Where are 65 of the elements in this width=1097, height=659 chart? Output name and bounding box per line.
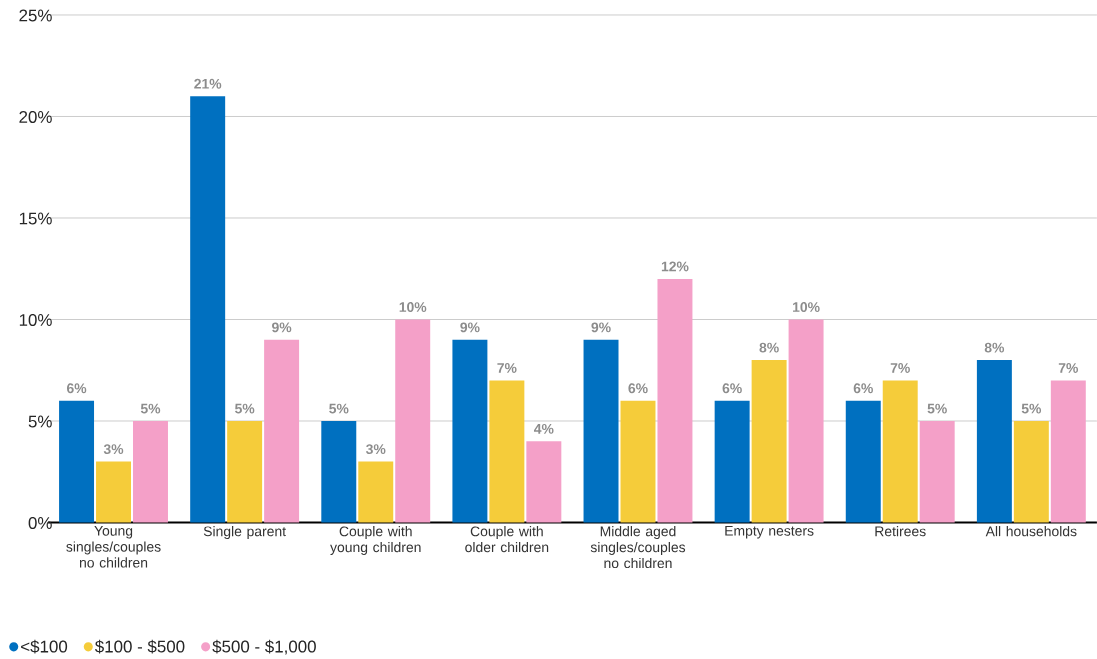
bar xyxy=(788,319,824,523)
x-tick-label: Empty nesters xyxy=(725,525,814,539)
bar xyxy=(264,339,300,523)
data-label: 5% xyxy=(140,403,161,414)
bar xyxy=(919,420,955,523)
bar xyxy=(657,278,693,523)
data-label: 5% xyxy=(234,403,255,414)
bar xyxy=(751,359,787,523)
bar xyxy=(452,339,488,523)
bar xyxy=(358,461,394,523)
data-label: 9% xyxy=(272,322,292,333)
x-tick-label: All households xyxy=(985,525,1077,537)
data-label: 10% xyxy=(399,301,427,312)
data-label: 6% xyxy=(853,383,873,394)
data-label: 8% xyxy=(984,342,1005,353)
bar xyxy=(583,339,619,523)
legend-label: $500 - $1,000 xyxy=(212,639,316,655)
data-label: 21% xyxy=(194,78,222,89)
data-label: 3% xyxy=(366,444,386,454)
bar xyxy=(1013,420,1049,523)
bar xyxy=(59,400,95,523)
data-label: 9% xyxy=(460,322,480,333)
data-label: 5% xyxy=(927,403,947,414)
y-tick-label: 15% xyxy=(19,212,52,225)
y-tick-label: 0% xyxy=(28,516,52,529)
bar xyxy=(714,400,750,523)
bar xyxy=(845,400,881,523)
data-label: 7% xyxy=(890,362,910,373)
x-tick-label: Single parent xyxy=(203,525,286,539)
x-tick-label: Retirees xyxy=(875,525,926,537)
bar xyxy=(227,420,263,523)
x-tick-label: Couple with young children xyxy=(330,525,421,555)
y-tick-label: 5% xyxy=(28,415,52,428)
x-tick-label: Young singles/couples no children xyxy=(66,525,161,568)
data-label: 7% xyxy=(497,362,517,373)
bar xyxy=(190,96,226,523)
legend-label: $100 - $500 xyxy=(94,639,185,654)
x-tick-label: Couple with older children xyxy=(465,525,549,553)
data-label: 9% xyxy=(591,322,611,333)
data-label: 6% xyxy=(67,383,87,394)
y-tick-label: 20% xyxy=(19,110,52,123)
bar xyxy=(96,461,132,523)
bar xyxy=(395,319,431,523)
y-tick-label: 10% xyxy=(19,313,52,326)
bar xyxy=(321,420,357,523)
data-label: 5% xyxy=(329,403,349,414)
bar xyxy=(526,441,562,523)
bar xyxy=(620,400,656,523)
bar xyxy=(133,420,168,523)
y-tick-label: 25% xyxy=(19,9,52,22)
bar xyxy=(489,380,525,523)
data-label: 6% xyxy=(628,383,648,394)
data-label: 7% xyxy=(1058,362,1079,373)
x-tick-label: Middle aged singles/couples no children xyxy=(590,525,686,568)
data-label: 4% xyxy=(533,423,554,434)
data-label: 12% xyxy=(661,261,689,272)
bar xyxy=(882,380,918,523)
data-label: 8% xyxy=(759,342,779,353)
bar xyxy=(976,359,1012,523)
legend-label: <$100 xyxy=(21,639,68,654)
data-label: 5% xyxy=(1021,403,1042,414)
data-label: 10% xyxy=(793,301,820,312)
bar xyxy=(1050,380,1086,523)
data-label: 3% xyxy=(103,444,124,454)
data-label: 6% xyxy=(722,383,742,394)
